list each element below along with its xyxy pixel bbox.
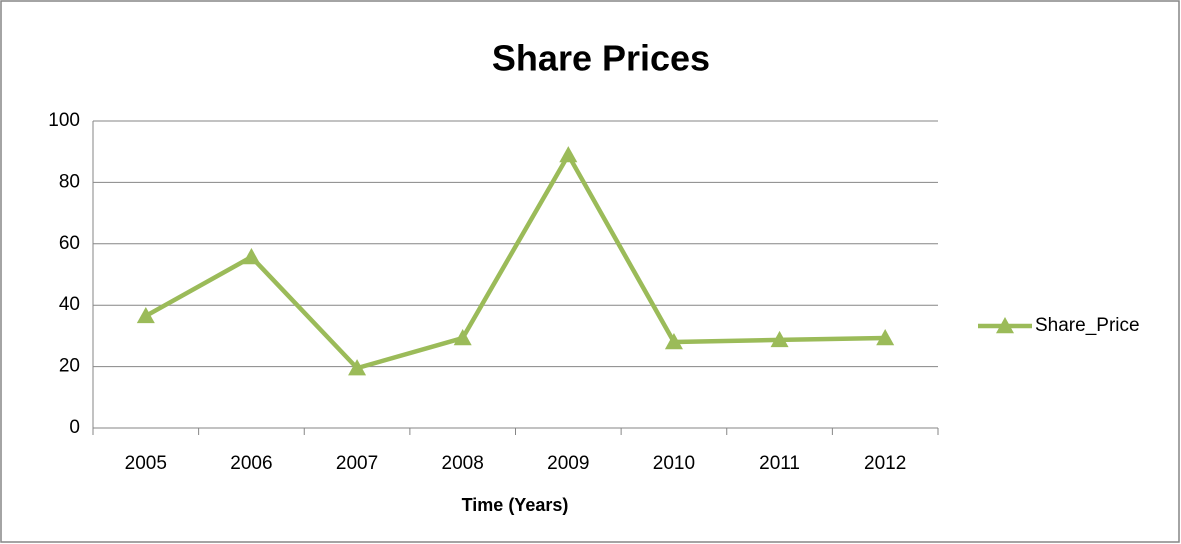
series-line [144, 152, 886, 371]
x-tick-label: 2009 [547, 453, 589, 474]
point-marker [136, 306, 155, 324]
point-marker [242, 248, 261, 265]
x-tick-label: 2012 [864, 453, 906, 474]
x-axis-label: Time (Years) [462, 495, 569, 515]
x-tick-label: 2011 [759, 453, 800, 474]
x-tick-label: 2005 [125, 453, 167, 474]
x-tick-label: 2010 [653, 453, 695, 474]
y-tick-label: 20 [59, 356, 80, 377]
legend-label: Share_Price [1035, 315, 1140, 336]
y-tick-label: 80 [59, 171, 80, 192]
point-marker [770, 330, 789, 348]
y-tick-label: 40 [59, 294, 80, 315]
chart-title: Share Prices [492, 38, 710, 79]
point-marker [664, 333, 683, 350]
x-tick-label: 2008 [442, 453, 484, 474]
y-tick-label: 0 [69, 417, 80, 438]
x-tick-label: 2006 [230, 453, 272, 474]
point-marker [876, 329, 895, 346]
y-tick-label: 60 [59, 233, 80, 254]
x-tick-label: 2007 [336, 453, 378, 474]
point-marker [559, 146, 578, 163]
point-marker [453, 329, 472, 346]
legend-marker [996, 317, 1014, 334]
point-marker [348, 359, 367, 376]
y-tick-label: 100 [48, 110, 80, 131]
